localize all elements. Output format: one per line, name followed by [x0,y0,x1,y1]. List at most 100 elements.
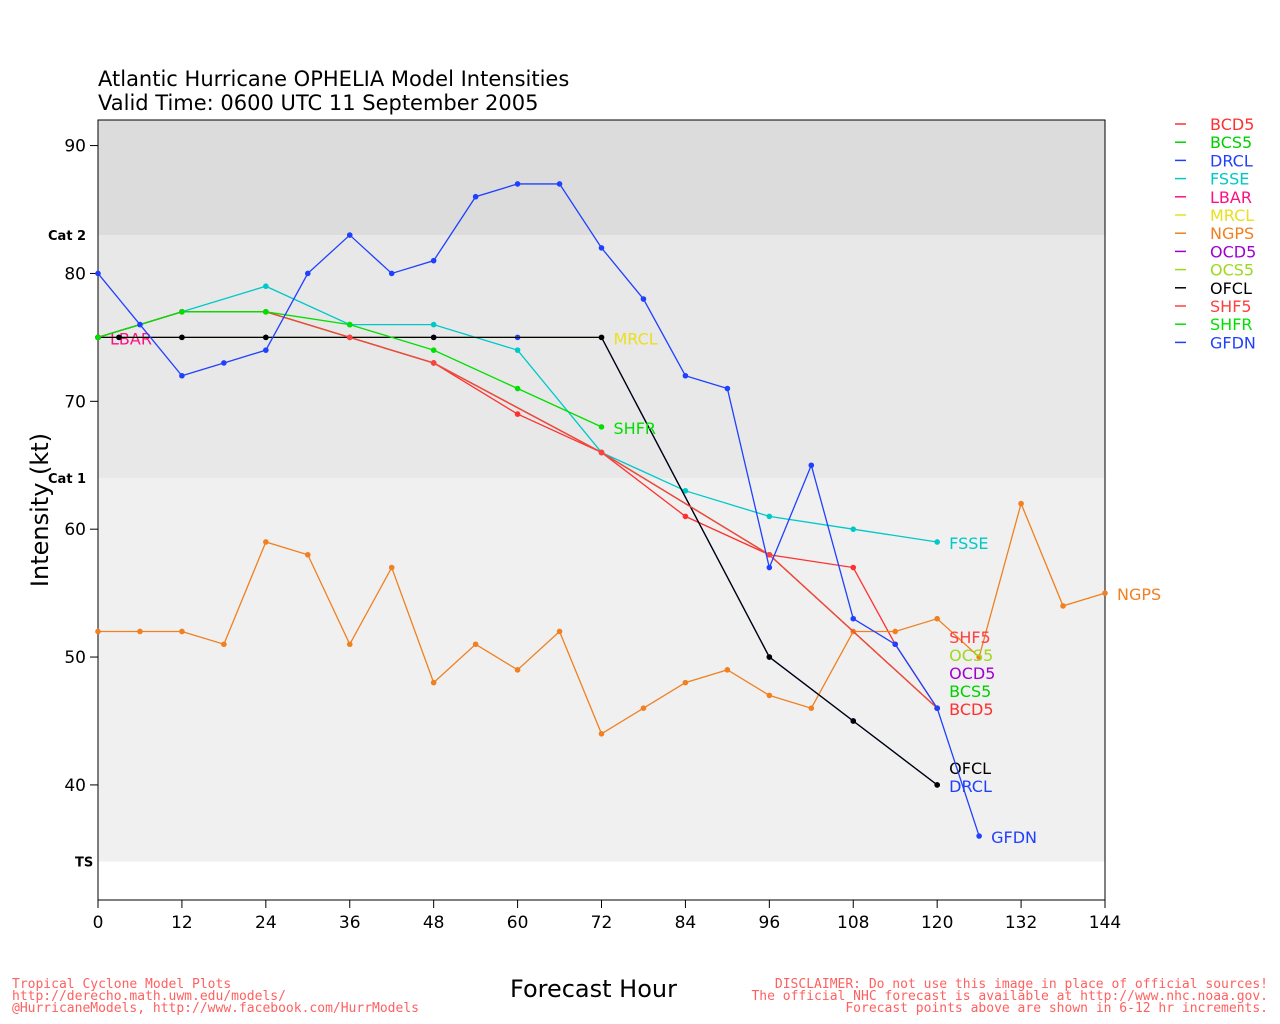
data-point [1102,590,1108,596]
data-point [934,782,940,788]
x-tick-label: 132 [1005,913,1037,933]
series-end-label: SHF5 [949,628,991,647]
x-axis-label: Forecast Hour [510,975,677,1003]
series-shfr: SHFR [95,309,656,438]
chart-title: Atlantic Hurricane OPHELIA Model Intensi… [98,67,569,91]
series-end-label: SHFR [614,419,657,438]
data-point [1060,603,1066,609]
data-point [766,654,773,660]
legend-entry: OCS5 [1210,261,1254,280]
series-end-label: LBAR [110,329,152,348]
data-point [850,615,857,622]
data-point [556,181,563,187]
band-label: Cat 2 [48,229,86,244]
data-point [179,628,185,635]
legend-entry: OCD5 [1210,242,1256,261]
series-end-label: MRCL [614,329,658,348]
data-point [892,628,899,635]
series-end-label: OCD5 [949,664,995,683]
data-point [934,539,940,545]
data-point [850,526,857,532]
data-point [766,564,773,571]
x-tick-label: 96 [759,913,781,933]
chart-subtitle: Valid Time: 0600 UTC 11 September 2005 [98,91,538,115]
footer-right-line: DISCLAIMER: Do not use this image in pla… [775,977,1268,992]
data-point [179,372,185,379]
legend-entry: LBAR [1210,188,1252,207]
y-tick-label: 90 [64,137,86,157]
data-point [598,449,605,456]
data-point [598,730,605,737]
data-point [95,334,101,341]
data-point [766,551,773,558]
data-point [137,321,143,328]
data-point [514,667,521,673]
data-point [724,385,731,392]
x-tick-label: 12 [171,913,193,933]
legend-entry: DRCL [1210,151,1253,170]
band-cat-2 [98,120,1105,236]
data-point [1018,500,1024,507]
data-point [682,513,689,520]
band-label: Cat 1 [48,472,86,487]
footer-right-line: Forecast points above are shown in 6-12 … [845,1001,1268,1016]
series-end-label: GFDN [991,828,1037,847]
x-tick-label: 0 [93,913,104,933]
data-point [430,679,437,686]
data-point [137,628,143,635]
data-point [556,628,563,635]
series-end-label: OFCL [949,759,991,778]
data-point [304,551,311,558]
y-tick-label: 40 [64,776,86,796]
data-point [116,334,122,341]
data-point [514,411,521,417]
data-point [598,424,605,430]
series-end-label: DRCL [949,777,992,796]
series-end-label: BCD5 [949,700,993,719]
series-end-label: OCS5 [949,646,993,665]
data-point [430,347,437,353]
data-point [514,385,521,392]
data-point [263,309,269,315]
series-gfdn: GFDN [95,181,1037,847]
y-tick-label: 60 [64,520,86,540]
data-point [346,232,353,238]
data-point [850,564,857,571]
data-point [598,334,605,341]
y-tick-label: 80 [64,264,86,284]
data-point [766,692,773,699]
x-tick-label: 72 [591,913,613,933]
footer-left-line: Tropical Cyclone Model Plots [12,977,231,992]
data-point [388,270,395,277]
data-point [892,641,899,648]
data-point [221,360,227,366]
data-point [682,488,689,494]
data-point [850,718,857,724]
data-point [640,296,647,302]
data-point [682,372,689,379]
data-point [430,257,437,264]
series-end-label: NGPS [1117,585,1161,604]
series-line-gfdn [97,183,980,837]
data-point [95,628,101,635]
x-tick-label: 60 [507,913,529,933]
data-point [263,539,269,545]
data-point [808,462,815,469]
legend-entry: OFCL [1210,279,1252,298]
footer-right-line: The official NHC forecast is available a… [751,989,1268,1004]
band-label: TS [75,856,93,871]
data-point [640,705,647,711]
data-point [263,283,269,290]
data-point [472,641,479,648]
data-point [388,564,395,571]
x-tick-label: 144 [1089,913,1121,933]
data-point [95,270,101,277]
legend-entry: MRCL [1210,206,1254,225]
data-point [346,321,353,328]
legend-entry: FSSE [1210,170,1249,189]
x-tick-label: 24 [255,913,277,933]
y-tick-label: 50 [64,648,86,668]
data-point [263,334,269,341]
data-point [808,705,815,711]
